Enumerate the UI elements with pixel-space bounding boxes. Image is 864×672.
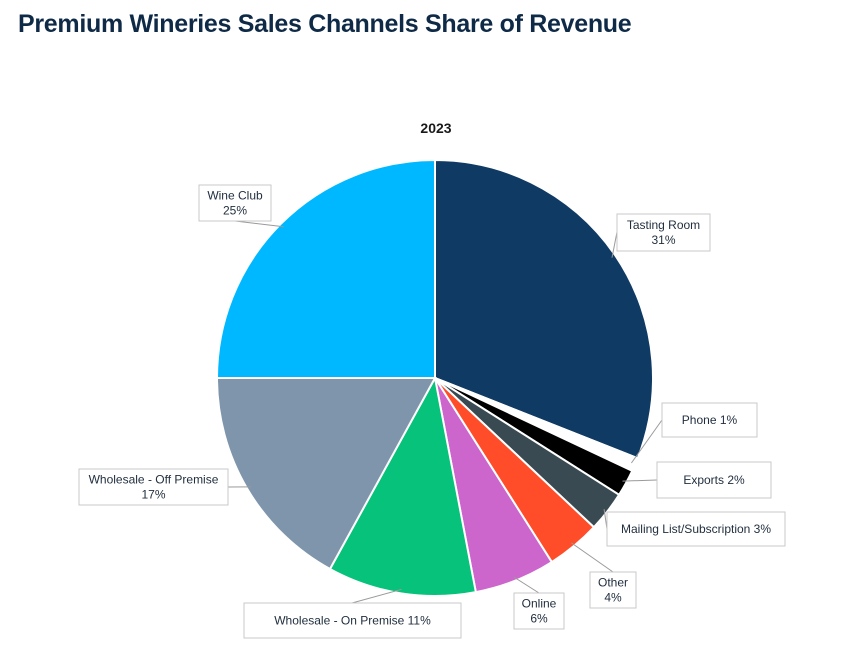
leader-line <box>611 231 618 258</box>
leader-line <box>622 479 658 482</box>
data-label-text: Wholesale - On Premise 11% <box>274 614 431 628</box>
leader-line <box>571 542 614 573</box>
leader-lines <box>227 220 663 604</box>
data-label: Phone 1% <box>661 402 758 438</box>
data-label-text: Other <box>598 576 628 590</box>
data-label-text: Exports 2% <box>683 473 745 487</box>
pie-slice-wholesale-off-premise <box>215 377 437 571</box>
data-label-text: Phone 1% <box>682 413 738 427</box>
data-label-box <box>78 468 229 506</box>
pie-slices <box>215 158 654 597</box>
data-label-text: Wholesale - Off Premise <box>89 473 219 487</box>
data-label-box <box>589 571 637 609</box>
data-label-text: 25% <box>223 204 247 218</box>
data-label-text: 17% <box>141 488 165 502</box>
data-label: Exports 2% <box>656 461 772 499</box>
leader-line <box>351 588 402 604</box>
data-label-text: Mailing List/Subscription 3% <box>621 522 771 536</box>
page-title: Premium Wineries Sales Channels Share of… <box>18 10 632 38</box>
leader-line <box>630 419 663 464</box>
data-label-text: 31% <box>651 233 675 247</box>
pie-slice-wholesale-on-premise <box>328 375 478 597</box>
leader-line <box>234 220 284 228</box>
chart-subtitle: 2023 <box>420 120 451 136</box>
data-label-box <box>198 184 272 222</box>
pie-slice-tasting-room <box>434 158 654 460</box>
pie-slice-wine-club <box>215 158 436 379</box>
data-label-text: 6% <box>530 612 548 626</box>
data-label-text: Tasting Room <box>627 218 700 232</box>
data-label: Wholesale - On Premise 11% <box>243 602 462 639</box>
data-label-box <box>661 402 758 438</box>
data-label-box <box>513 592 565 630</box>
data-label-text: Online <box>522 597 557 611</box>
data-label-box <box>606 511 786 547</box>
data-label-box <box>656 461 772 499</box>
data-label-text: Wine Club <box>207 189 263 203</box>
data-label-text: 4% <box>604 591 622 605</box>
leader-line <box>513 576 540 594</box>
data-label-box <box>616 213 711 252</box>
data-label-box <box>243 602 462 639</box>
data-label: Mailing List/Subscription 3% <box>606 511 786 547</box>
